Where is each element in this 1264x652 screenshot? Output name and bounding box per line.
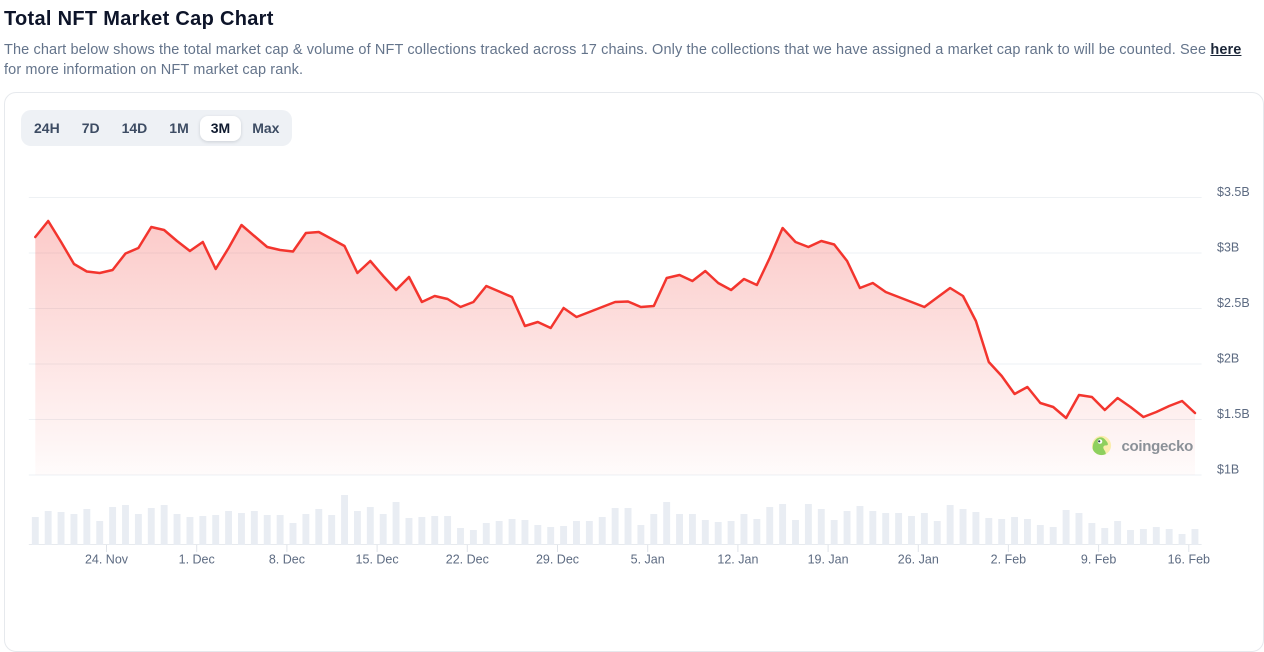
svg-text:1. Dec: 1. Dec xyxy=(179,553,215,567)
svg-text:$3.5B: $3.5B xyxy=(1217,185,1250,199)
svg-text:24. Nov: 24. Nov xyxy=(85,553,129,567)
svg-text:16. Feb: 16. Feb xyxy=(1168,553,1210,567)
svg-text:15. Dec: 15. Dec xyxy=(356,553,399,567)
svg-text:19. Jan: 19. Jan xyxy=(808,553,849,567)
svg-text:9. Feb: 9. Feb xyxy=(1081,553,1116,567)
svg-text:$1B: $1B xyxy=(1217,463,1239,477)
svg-text:$2.5B: $2.5B xyxy=(1217,296,1250,310)
svg-text:29. Dec: 29. Dec xyxy=(536,553,579,567)
svg-text:5. Jan: 5. Jan xyxy=(631,553,665,567)
svg-text:2. Feb: 2. Feb xyxy=(991,553,1026,567)
svg-text:22. Dec: 22. Dec xyxy=(446,553,489,567)
svg-text:26. Jan: 26. Jan xyxy=(898,553,939,567)
svg-text:$2B: $2B xyxy=(1217,352,1239,366)
svg-text:12. Jan: 12. Jan xyxy=(717,553,758,567)
svg-text:$3B: $3B xyxy=(1217,241,1239,255)
svg-text:$1.5B: $1.5B xyxy=(1217,407,1250,421)
svg-text:8. Dec: 8. Dec xyxy=(269,553,305,567)
svg-text:coingecko: coingecko xyxy=(1122,438,1194,455)
